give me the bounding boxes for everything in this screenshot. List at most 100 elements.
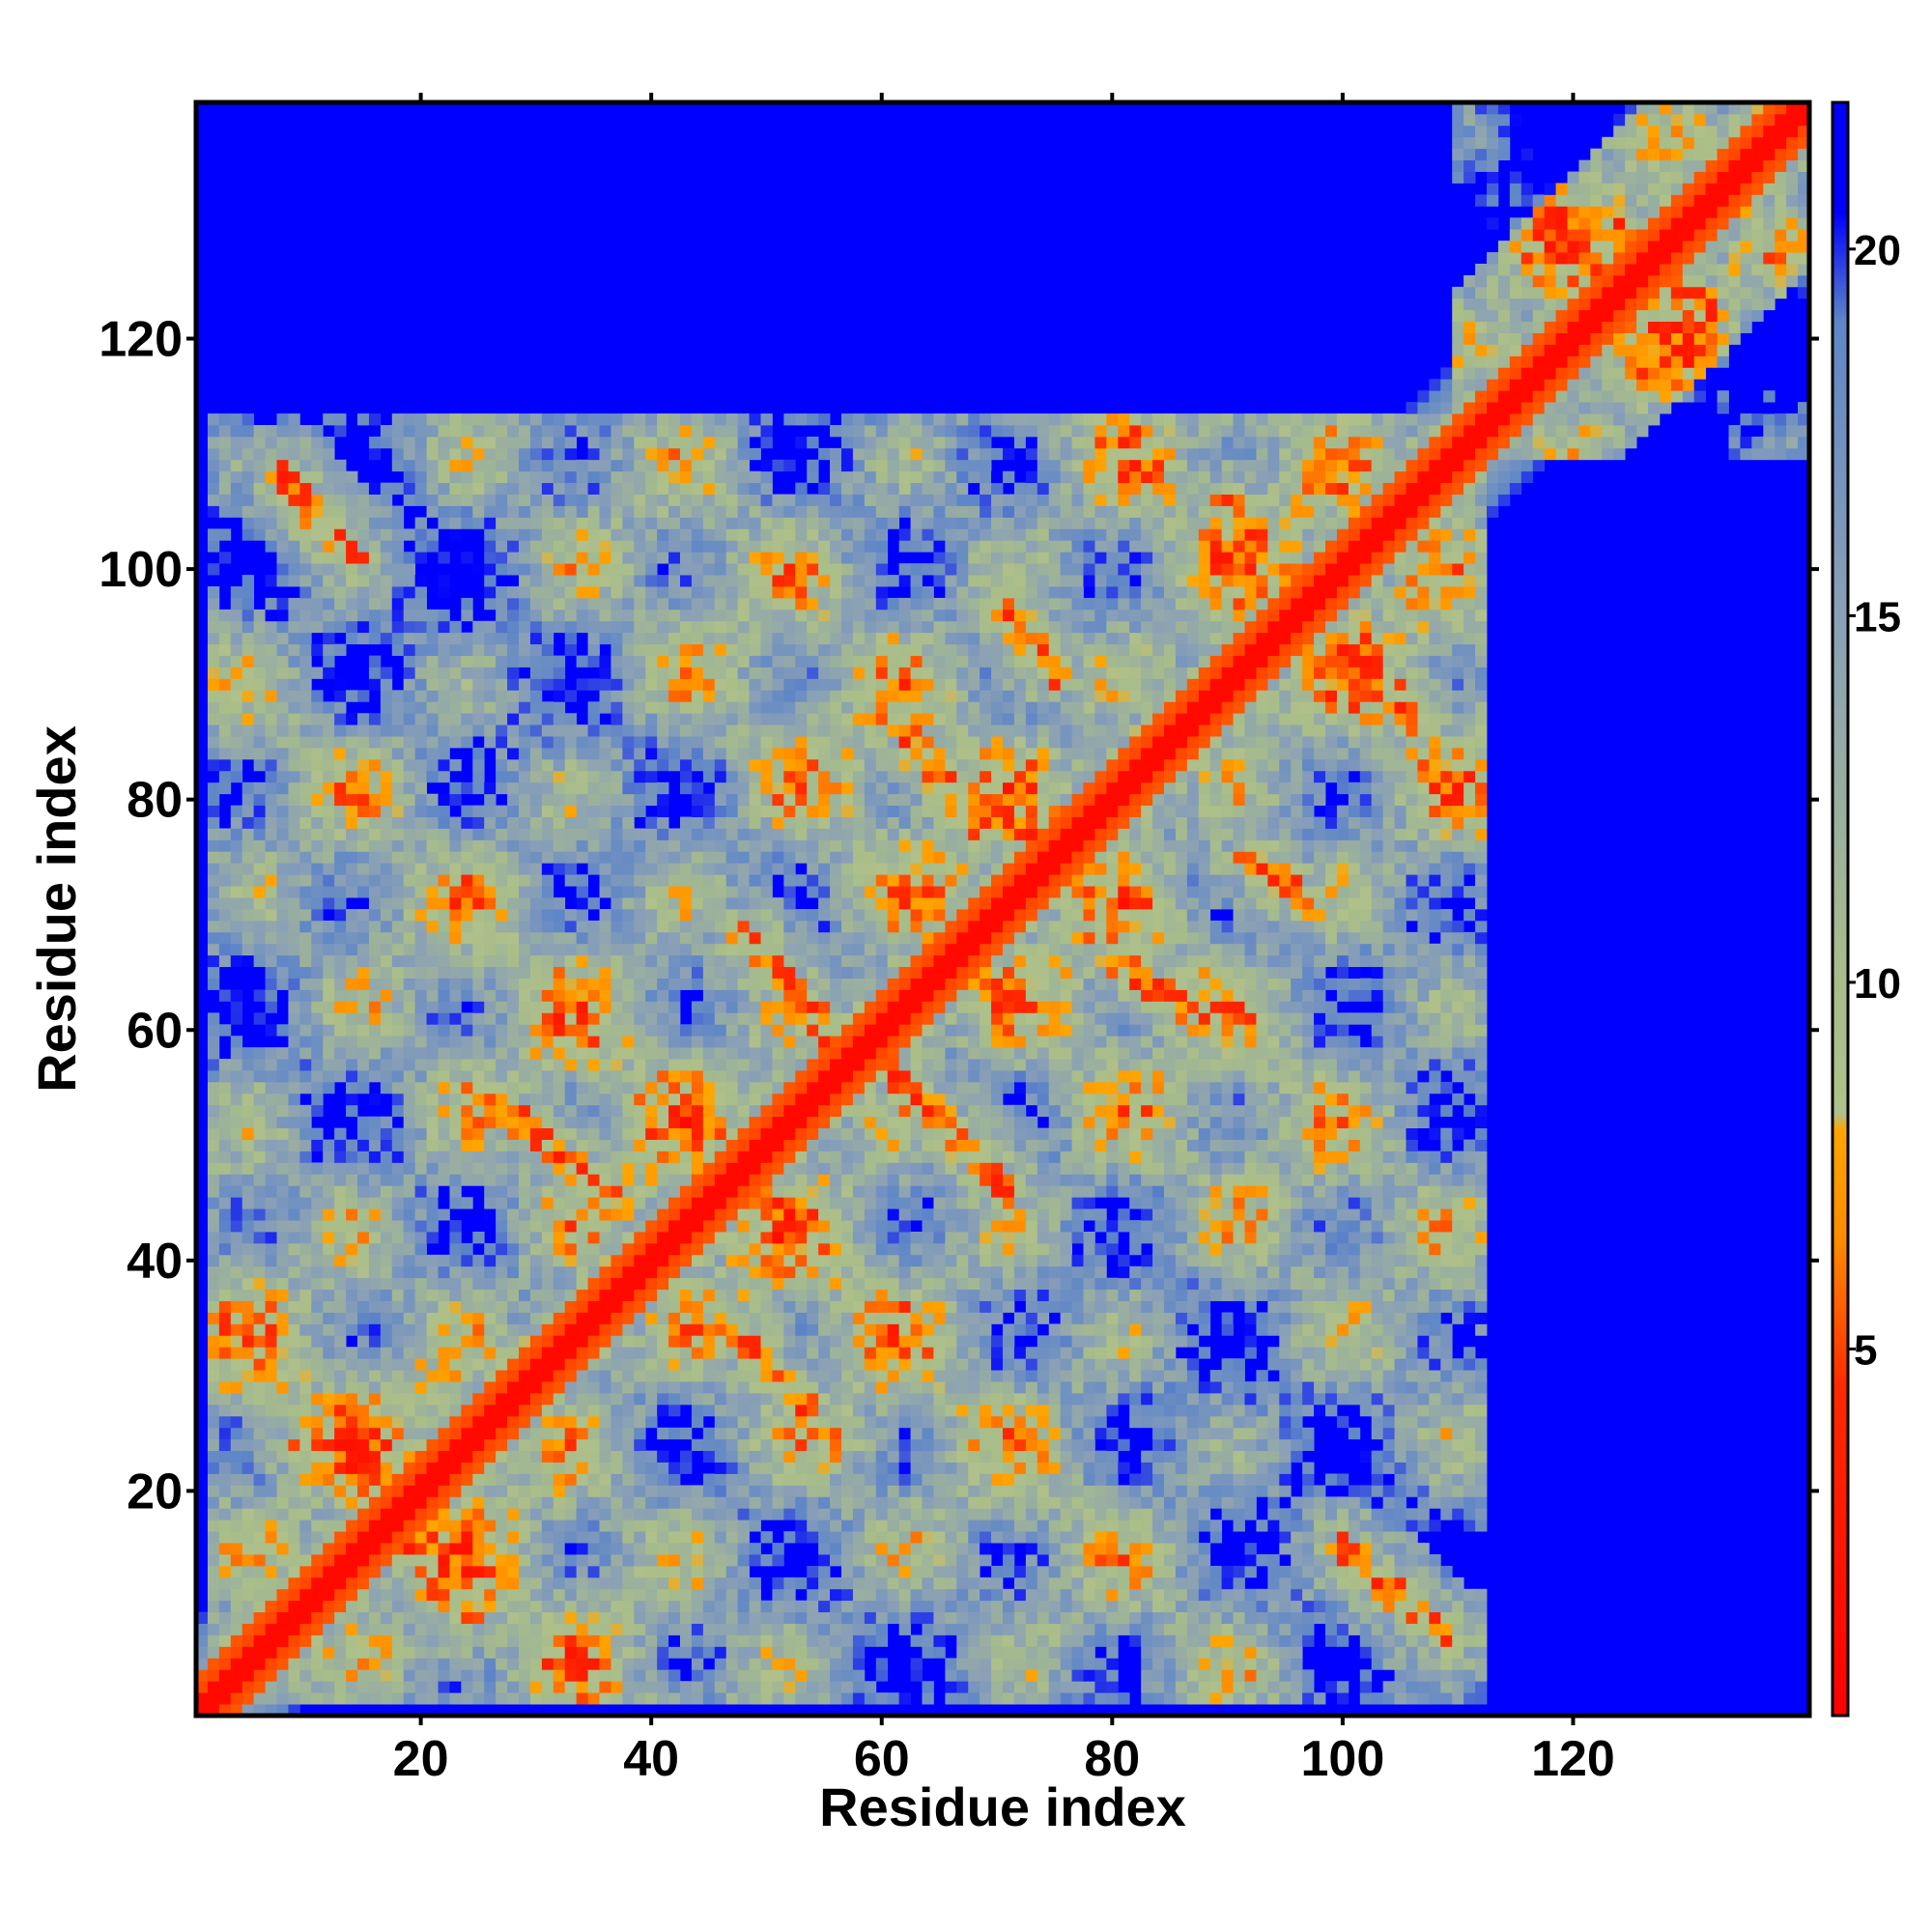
heatmap-cell (484, 1600, 497, 1613)
heatmap-cell (449, 816, 462, 829)
heatmap-cell (737, 563, 750, 576)
heatmap-cell (207, 1577, 220, 1590)
heatmap-cell (657, 736, 669, 749)
heatmap-cell (645, 1692, 658, 1705)
heatmap-cell (529, 1081, 543, 1094)
heatmap-cell (461, 724, 473, 737)
heatmap-cell (403, 1681, 416, 1693)
heatmap-cell (622, 1692, 635, 1705)
heatmap-cell (622, 1358, 635, 1371)
heatmap-cell (634, 586, 646, 599)
heatmap-cell (564, 1669, 578, 1682)
heatmap-cell (680, 1036, 693, 1048)
heatmap-cell (276, 1473, 289, 1486)
heatmap-cell (553, 1393, 566, 1406)
heatmap-cell (426, 1508, 439, 1520)
heatmap-cell (657, 1289, 669, 1301)
heatmap-cell (346, 1162, 358, 1175)
heatmap-cell (265, 793, 277, 807)
heatmap-cell (553, 909, 566, 922)
heatmap-cell (438, 828, 450, 840)
heatmap-cell (253, 748, 266, 760)
heatmap-cell (657, 436, 669, 449)
heatmap-cell (668, 1059, 681, 1071)
heatmap-cell (645, 931, 658, 945)
heatmap-cell (323, 1658, 335, 1670)
heatmap-cell (449, 1646, 462, 1659)
heatmap-cell (253, 793, 266, 807)
heatmap-cell (691, 1531, 704, 1544)
heatmap-cell (599, 1415, 611, 1429)
heatmap-cell (461, 1438, 473, 1452)
heatmap-cell (691, 1404, 704, 1417)
heatmap-cell (645, 1485, 658, 1497)
heatmap-cell (438, 667, 450, 679)
heatmap-cell (737, 886, 750, 898)
heatmap-cell (496, 724, 508, 737)
heatmap-cell (496, 632, 508, 645)
heatmap-cell (484, 494, 497, 506)
heatmap-cell (668, 713, 681, 725)
heatmap-cell (737, 655, 750, 668)
heatmap-cell (449, 1012, 462, 1025)
heatmap-cell (288, 1024, 300, 1037)
heatmap-cell (265, 436, 277, 449)
heatmap-cell (496, 1404, 508, 1417)
heatmap-cell (299, 793, 312, 807)
heatmap-cell (611, 1081, 623, 1094)
heatmap-cell (680, 966, 693, 979)
heatmap-cell (714, 978, 727, 990)
heatmap-cell (529, 805, 543, 817)
heatmap-cell (529, 724, 543, 737)
heatmap-cell (207, 1174, 220, 1186)
heatmap-cell (449, 724, 462, 737)
heatmap-cell (207, 1393, 220, 1406)
heatmap-cell (288, 886, 300, 898)
heatmap-cell (529, 1520, 543, 1532)
heatmap-cell (368, 851, 382, 864)
heatmap-cell (564, 1174, 578, 1186)
heatmap-cell (414, 1024, 427, 1037)
heatmap-cell (634, 436, 646, 449)
heatmap-cell (311, 1197, 324, 1209)
heatmap-cell (725, 793, 739, 807)
heatmap-cell (737, 1335, 750, 1348)
heatmap-cell (576, 1116, 588, 1129)
heatmap-cell (438, 1127, 450, 1140)
heatmap-cell (461, 436, 473, 449)
heatmap-cell (265, 758, 277, 772)
heatmap-cell (334, 459, 347, 472)
heatmap-cell (438, 1554, 450, 1567)
heatmap-cell (299, 528, 312, 541)
heatmap-cell (496, 1692, 508, 1705)
heatmap-cell (461, 978, 473, 990)
heatmap-cell (334, 748, 347, 760)
heatmap-cell (725, 1681, 739, 1693)
heatmap-cell (218, 701, 232, 714)
heatmap-cell (529, 563, 543, 576)
heatmap-cell (702, 978, 716, 990)
heatmap-cell (529, 1623, 543, 1635)
heatmap-cell (691, 736, 704, 749)
heatmap-cell (414, 805, 427, 817)
heatmap-cell (599, 781, 611, 795)
heatmap-cell (611, 1646, 623, 1659)
heatmap-cell (680, 1220, 693, 1233)
heatmap-cell (380, 597, 393, 611)
heatmap-cell (576, 1347, 588, 1359)
heatmap-cell (346, 989, 358, 1002)
heatmap-cell (276, 1520, 289, 1532)
heatmap-cell (553, 1151, 566, 1163)
heatmap-cell (207, 1473, 220, 1486)
heatmap-cell (403, 793, 416, 807)
heatmap-cell (242, 1381, 255, 1394)
heatmap-cell (645, 494, 658, 506)
heatmap-cell (657, 1047, 669, 1060)
heatmap-cell (403, 552, 416, 564)
heatmap-cell (218, 1059, 232, 1071)
heatmap-cell (529, 1496, 543, 1509)
heatmap-cell (611, 828, 623, 840)
heatmap-cell (230, 828, 243, 840)
heatmap-cell (680, 1577, 693, 1590)
heatmap-cell (657, 459, 669, 472)
